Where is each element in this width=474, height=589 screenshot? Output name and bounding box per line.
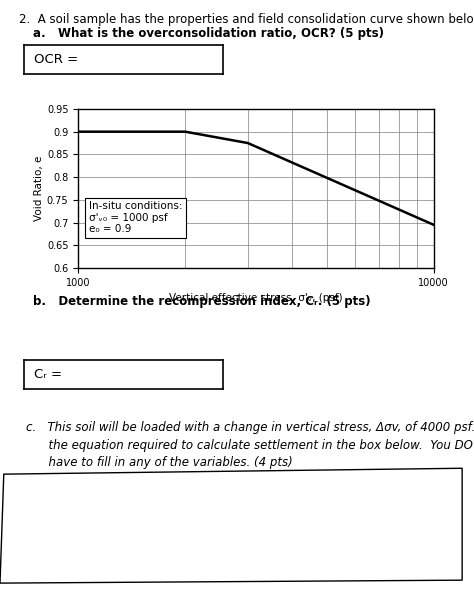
Text: have to fill in any of the variables. (4 pts): have to fill in any of the variables. (4… bbox=[26, 456, 293, 469]
Text: Cᵣ =: Cᵣ = bbox=[34, 368, 62, 381]
Text: In-situ conditions:
σ'ᵥ₀ = 1000 psf
e₀ = 0.9: In-situ conditions: σ'ᵥ₀ = 1000 psf e₀ =… bbox=[89, 201, 182, 234]
X-axis label: Vertical effective stress, σ'ᵥ, (psf): Vertical effective stress, σ'ᵥ, (psf) bbox=[169, 293, 343, 303]
Text: b.   Determine the recompression index, Cᵣ. (5 pts): b. Determine the recompression index, Cᵣ… bbox=[33, 294, 371, 307]
Text: c.   This soil will be loaded with a change in vertical stress, Δσv, of 4000 psf: c. This soil will be loaded with a chang… bbox=[26, 421, 474, 434]
Text: the equation required to calculate settlement in the box below.  You DO NOT: the equation required to calculate settl… bbox=[26, 439, 474, 452]
Y-axis label: Void Ratio, e: Void Ratio, e bbox=[34, 156, 44, 221]
Text: a.   What is the overconsolidation ratio, OCR? (5 pts): a. What is the overconsolidation ratio, … bbox=[33, 27, 384, 39]
Text: 2.  A soil sample has the properties and field consolidation curve shown below.: 2. A soil sample has the properties and … bbox=[19, 13, 474, 26]
Text: OCR =: OCR = bbox=[34, 53, 78, 66]
